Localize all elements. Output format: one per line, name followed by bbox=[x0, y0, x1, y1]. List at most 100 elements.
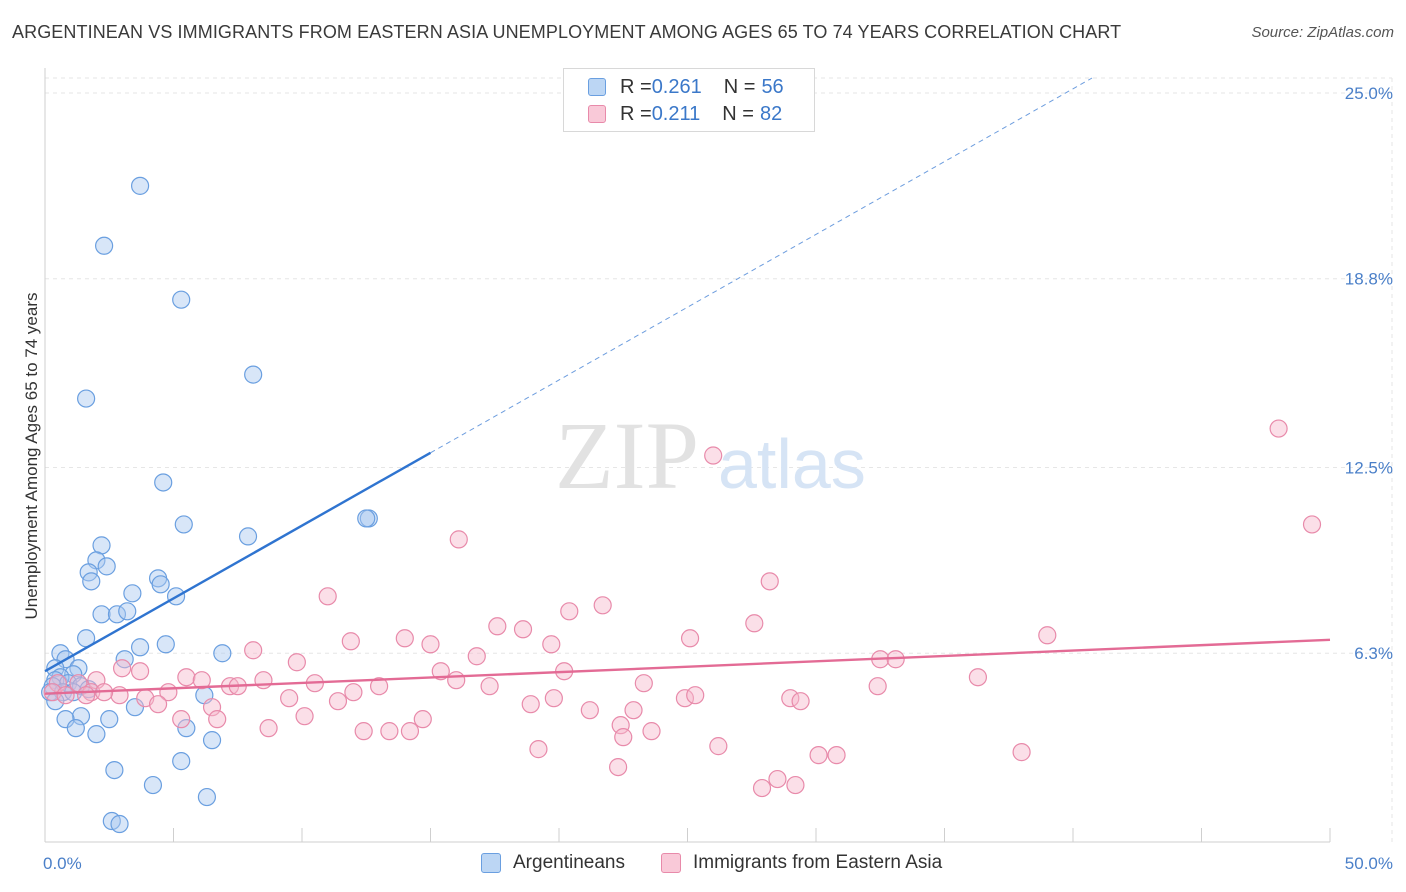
point-eastern-asia bbox=[634, 674, 653, 693]
point-argentineans bbox=[92, 605, 111, 624]
point-eastern-asia bbox=[593, 596, 612, 615]
point-eastern-asia bbox=[177, 668, 196, 687]
point-eastern-asia bbox=[544, 689, 563, 708]
point-argentineans bbox=[151, 575, 170, 594]
point-eastern-asia bbox=[1038, 626, 1057, 645]
point-eastern-asia bbox=[449, 530, 468, 549]
axes bbox=[44, 68, 1331, 843]
legend-correlation: R = 0.261 N = 56 R = 0.211 N = 82 bbox=[563, 68, 815, 132]
point-eastern-asia bbox=[542, 635, 561, 654]
point-argentineans bbox=[213, 644, 232, 663]
point-eastern-asia bbox=[112, 659, 132, 678]
point-eastern-asia bbox=[791, 692, 810, 711]
point-eastern-asia bbox=[786, 775, 805, 795]
y-tick-label: 12.5% bbox=[1345, 458, 1393, 477]
point-eastern-asia bbox=[642, 722, 661, 741]
legend-swatch-pink bbox=[588, 105, 606, 123]
point-eastern-asia bbox=[1012, 743, 1031, 762]
point-eastern-asia bbox=[208, 710, 227, 729]
point-argentineans bbox=[357, 509, 376, 528]
point-argentineans bbox=[123, 584, 142, 603]
point-argentineans bbox=[172, 290, 191, 309]
point-eastern-asia bbox=[328, 692, 348, 711]
trend-line-eastern-asia bbox=[44, 638, 1331, 695]
legend-item-eastern-asia: Immigrants from Eastern Asia bbox=[661, 852, 942, 874]
point-argentineans bbox=[110, 814, 129, 834]
x-tick-label: 0.0% bbox=[43, 854, 82, 873]
source-label: Source: ZipAtlas.com bbox=[1251, 24, 1394, 41]
point-argentineans bbox=[71, 707, 91, 726]
point-eastern-asia bbox=[254, 671, 273, 690]
point-argentineans bbox=[56, 710, 75, 729]
point-eastern-asia bbox=[467, 647, 486, 666]
legend-swatch-blue bbox=[481, 853, 501, 873]
y-axis-label: Unemployment Among Ages 65 to 74 years bbox=[22, 293, 41, 620]
point-eastern-asia bbox=[827, 746, 846, 765]
point-eastern-asia bbox=[752, 778, 772, 798]
y-tick-label: 18.8% bbox=[1345, 270, 1393, 289]
legend-r-label: R = bbox=[620, 102, 652, 125]
point-argentineans bbox=[66, 719, 85, 738]
point-argentineans bbox=[130, 638, 150, 657]
legend-label: Immigrants from Eastern Asia bbox=[693, 852, 943, 873]
legend-label: Argentineans bbox=[513, 852, 625, 873]
point-eastern-asia bbox=[868, 677, 887, 696]
point-eastern-asia bbox=[709, 737, 728, 756]
point-eastern-asia bbox=[421, 635, 440, 654]
y-tick-label: 6.3% bbox=[1354, 644, 1393, 663]
point-eastern-asia bbox=[760, 572, 779, 591]
point-eastern-asia bbox=[354, 722, 373, 741]
point-argentineans bbox=[105, 760, 124, 780]
point-eastern-asia bbox=[580, 701, 599, 720]
point-eastern-asia bbox=[413, 710, 432, 729]
point-argentineans bbox=[107, 605, 127, 624]
point-eastern-asia bbox=[380, 722, 399, 741]
point-eastern-asia bbox=[77, 686, 96, 705]
point-eastern-asia bbox=[675, 689, 695, 708]
point-argentineans bbox=[202, 731, 222, 750]
point-eastern-asia bbox=[521, 695, 540, 714]
trend-line-argentineans-extension bbox=[430, 77, 1093, 454]
point-eastern-asia bbox=[318, 587, 337, 606]
point-eastern-asia bbox=[809, 746, 828, 765]
point-eastern-asia bbox=[686, 686, 705, 705]
point-eastern-asia bbox=[395, 629, 414, 648]
point-argentineans bbox=[95, 236, 114, 255]
point-argentineans bbox=[244, 365, 263, 384]
point-eastern-asia bbox=[341, 632, 360, 651]
point-eastern-asia bbox=[192, 671, 211, 690]
point-argentineans bbox=[82, 572, 101, 591]
point-eastern-asia bbox=[370, 677, 389, 696]
point-eastern-asia bbox=[680, 629, 700, 648]
point-eastern-asia bbox=[56, 686, 75, 705]
point-argentineans bbox=[172, 752, 191, 771]
point-argentineans bbox=[197, 787, 217, 807]
legend-n-label: N = bbox=[723, 75, 756, 98]
point-eastern-asia bbox=[611, 716, 630, 735]
legend-r-label: R = bbox=[620, 75, 652, 98]
point-argentineans bbox=[77, 389, 96, 408]
point-argentineans bbox=[130, 176, 150, 195]
legend-n-value: 56 bbox=[761, 75, 784, 98]
point-eastern-asia bbox=[400, 722, 420, 741]
point-eastern-asia bbox=[488, 617, 507, 636]
point-eastern-asia bbox=[202, 698, 222, 717]
point-eastern-asia bbox=[513, 620, 533, 639]
point-eastern-asia bbox=[244, 641, 263, 660]
trend-lines bbox=[44, 77, 1331, 695]
point-eastern-asia bbox=[172, 710, 191, 729]
point-argentineans bbox=[69, 659, 88, 678]
point-argentineans bbox=[238, 527, 258, 546]
point-argentineans bbox=[125, 698, 145, 717]
point-argentineans bbox=[154, 473, 173, 492]
x-tick-label: 50.0% bbox=[1345, 854, 1393, 873]
point-argentineans bbox=[177, 719, 196, 738]
legend-swatch-blue bbox=[588, 78, 606, 96]
point-eastern-asia bbox=[148, 695, 168, 714]
trend-line-argentineans bbox=[44, 451, 432, 673]
legend-r-value: 0.261 bbox=[651, 75, 702, 98]
point-eastern-asia bbox=[704, 446, 723, 465]
point-eastern-asia bbox=[344, 683, 363, 702]
point-eastern-asia bbox=[295, 707, 314, 726]
point-eastern-asia bbox=[624, 701, 643, 720]
